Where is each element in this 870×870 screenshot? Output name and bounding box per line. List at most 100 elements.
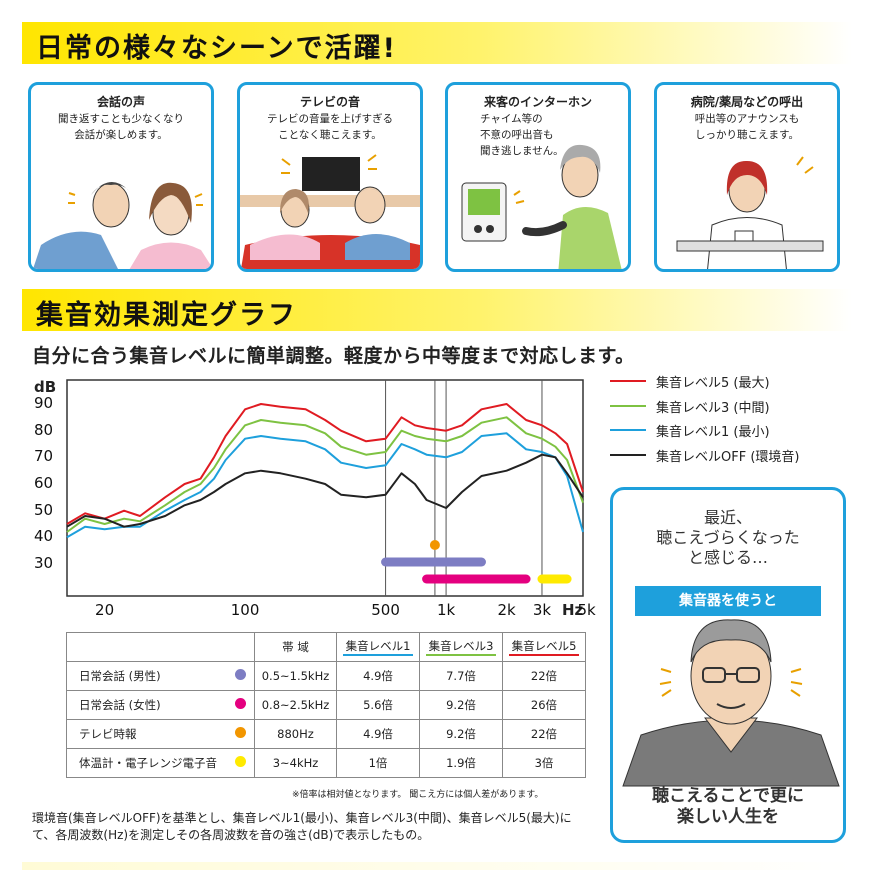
header-level5: 集音レベル5 xyxy=(508,638,580,656)
scene-title: テレビの音 xyxy=(299,95,360,109)
x-tick-label: 100 xyxy=(230,601,260,619)
scene-title: 会話の声 xyxy=(96,95,145,109)
table-header-cell xyxy=(66,632,255,662)
band-cell: 0.5~1.5kHz xyxy=(254,661,337,691)
x-tick-label: 2k xyxy=(497,601,516,619)
level5-cell: 22倍 xyxy=(502,661,586,691)
level5-cell: 26倍 xyxy=(502,690,586,720)
scene-card-intercom: 来客のインターホン チャイム等の 不意の呼出音も 聞き逃しません。 xyxy=(445,82,631,272)
color-dot xyxy=(235,756,246,767)
scene-desc: テレビの音量を上げすぎる ことなく聴こえます。 xyxy=(267,113,393,141)
level1-cell: 5.6倍 xyxy=(336,690,420,720)
table-header-cell: 集音レベル1 xyxy=(336,632,420,662)
scene-desc: 聞き返すことも少なくなり 会話が楽しめます。 xyxy=(58,113,184,141)
scene-desc: チャイム等の 不意の呼出音も 聞き逃しません。 xyxy=(480,113,564,157)
level1-cell: 4.9倍 xyxy=(336,719,420,749)
x-tick-label: 5k xyxy=(577,601,596,619)
scene-title: 病院/薬局などの呼出 xyxy=(690,95,804,109)
section-banner-graph: 集音効果測定グラフ xyxy=(22,289,852,331)
hospital-illustration xyxy=(676,156,824,269)
scene-card-tv: テレビの音 テレビの音量を上げすぎる ことなく聴こえます。 xyxy=(237,82,423,272)
y-tick-label: 80 xyxy=(34,420,54,439)
y-tick-label: 40 xyxy=(34,527,54,546)
level3-cell: 7.7倍 xyxy=(419,661,503,691)
y-tick-label: 50 xyxy=(34,500,54,519)
level3-cell: 1.9倍 xyxy=(419,748,503,778)
header-level1: 集音レベル1 xyxy=(342,638,414,656)
header-level3: 集音レベル3 xyxy=(425,638,497,656)
x-tick-label: 1k xyxy=(436,601,456,619)
x-tick-label: 20 xyxy=(95,601,115,619)
legend-swatch xyxy=(610,404,646,407)
scene-card-hospital: 病院/薬局などの呼出 呼出等のアナウンスも しっかり聴こえます。 xyxy=(654,82,840,272)
promo-callout: 最近、 聴こえづらくなった と感じる… 集音器を使うと 聴こえることで更に 楽し… xyxy=(610,487,846,843)
level3-cell: 9.2倍 xyxy=(419,690,503,720)
table-header-cell: 集音レベル3 xyxy=(419,632,503,662)
range-marker-dot xyxy=(429,540,440,550)
legend-label: 集音レベルOFF (環境音) xyxy=(656,449,800,465)
y-tick-label: 70 xyxy=(34,447,54,466)
level5-cell: 22倍 xyxy=(502,719,586,749)
measurement-footnote: 環境音(集音レベルOFF)を基準とし、集音レベル1(最小)、集音レベル3(中間)… xyxy=(32,811,572,842)
row-label: 日常会話 (男性) xyxy=(66,661,255,691)
x-tick-label: 3k xyxy=(532,601,552,619)
legend-label: 集音レベル5 (最大) xyxy=(656,376,770,391)
y-tick-label: 30 xyxy=(34,554,54,572)
section-title-scenes: 日常の様々なシーンで活躍! xyxy=(36,33,397,64)
graph-subtitle: 自分に合う集音レベルに簡単調整。軽度から中等度まで対応します。 xyxy=(32,345,635,367)
series-line xyxy=(66,453,584,528)
legend-label: 集音レベル3 (中間) xyxy=(656,400,770,416)
table-header-cell: 帯 域 xyxy=(254,632,337,662)
scene-desc: 呼出等のアナウンスも しっかり聴こえます。 xyxy=(694,113,800,141)
color-dot xyxy=(235,698,246,709)
y-axis-label: dB xyxy=(34,378,57,396)
callout-question: 最近、 聴こえづらくなった と感じる… xyxy=(656,508,800,567)
relative-value-note: ※倍率は相対値となります。 聞こえ方には個人差があります。 xyxy=(292,790,544,800)
table-header-cell: 集音レベル5 xyxy=(502,632,586,662)
tv-illustration xyxy=(240,154,420,269)
band-cell: 3~4kHz xyxy=(254,748,337,778)
table-row: テレビ時報 880Hz 4.9倍 9.2倍 22倍 xyxy=(66,719,586,749)
callout-banner: 集音器を使うと xyxy=(635,586,821,616)
row-label: 体温計・電子レンジ電子音 xyxy=(66,748,255,778)
legend-swatch xyxy=(610,453,646,456)
y-tick-label: 90 xyxy=(34,394,54,412)
magnification-table: 帯 域 集音レベル1 集音レベル3 集音レベル5 日常会話 (男性) 0.5~1… xyxy=(66,632,586,778)
series-line xyxy=(66,432,584,539)
level3-cell: 9.2倍 xyxy=(419,719,503,749)
x-tick-label: 500 xyxy=(371,601,400,619)
legend-swatch xyxy=(610,429,646,431)
row-label-text: 日常会話 (男性) xyxy=(79,669,161,683)
level5-cell: 3倍 xyxy=(502,748,586,778)
callout-message: 聴こえることで更に 楽しい人生を xyxy=(652,786,804,827)
row-label-text: 日常会話 (女性) xyxy=(79,698,161,712)
legend-swatch xyxy=(610,380,646,382)
table-row: 日常会話 (女性) 0.8~2.5kHz 5.6倍 9.2倍 26倍 xyxy=(66,690,586,720)
table-header-row: 帯 域 集音レベル1 集音レベル3 集音レベル5 xyxy=(66,632,586,662)
x-axis-label: Hz xyxy=(562,601,584,619)
series-line xyxy=(66,403,584,525)
plot-frame xyxy=(66,379,584,597)
legend-label: 集音レベル1 (最小) xyxy=(656,425,770,440)
band-cell: 0.8~2.5kHz xyxy=(254,690,337,720)
scene-card-conversation: 会話の声 聞き返すことも少なくなり 会話が楽しめます。 xyxy=(28,82,214,272)
table-row: 体温計・電子レンジ電子音 3~4kHz 1倍 1.9倍 3倍 xyxy=(66,748,586,778)
color-dot xyxy=(235,727,246,738)
intercom-illustration xyxy=(461,144,622,269)
section-title-graph: 集音効果測定グラフ xyxy=(36,300,297,331)
bottom-accent-bar xyxy=(22,862,852,870)
scene-title: 来客のインターホン xyxy=(483,95,592,109)
row-label-text: テレビ時報 xyxy=(79,727,137,741)
row-label: テレビ時報 xyxy=(66,719,255,749)
color-dot xyxy=(235,669,246,680)
row-label-text: 体温計・電子レンジ電子音 xyxy=(79,756,217,770)
section-banner-scenes: 日常の様々なシーンで活躍! xyxy=(22,22,852,64)
y-tick-label: 60 xyxy=(34,474,54,492)
level1-cell: 4.9倍 xyxy=(336,661,420,691)
table-row: 日常会話 (男性) 0.5~1.5kHz 4.9倍 7.7倍 22倍 xyxy=(66,661,586,691)
level1-cell: 1倍 xyxy=(336,748,420,778)
band-cell: 880Hz xyxy=(254,719,337,749)
series-line xyxy=(66,416,584,533)
row-label: 日常会話 (女性) xyxy=(66,690,255,720)
conversation-illustration xyxy=(33,181,211,269)
